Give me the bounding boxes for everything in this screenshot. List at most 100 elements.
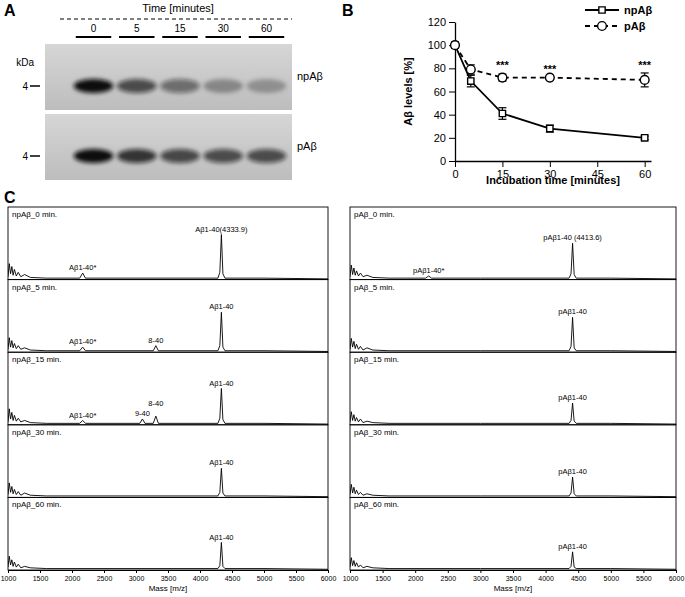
frame: [8, 497, 328, 570]
tick-label: 5000: [257, 575, 273, 582]
tick: 2500: [441, 570, 457, 582]
tick-label: 60: [434, 86, 446, 98]
row-label: npAβ: [297, 70, 323, 82]
peak-label: pAβ1-40*: [413, 266, 444, 275]
tick-label: 5000: [604, 575, 620, 582]
tick-label: 120: [428, 16, 446, 28]
tick: 4500: [571, 570, 587, 582]
spectrum-line: [350, 477, 676, 497]
peak-label: Aβ1-40: [209, 302, 233, 311]
tick-mark: [480, 570, 481, 573]
marker: [640, 76, 649, 85]
tick-label: 0: [440, 155, 446, 167]
legend-marker: [598, 22, 607, 31]
tick-label: 5500: [289, 575, 305, 582]
tick-label: 2500: [97, 575, 113, 582]
spectrum-title: pAβ_60 min.: [354, 500, 399, 509]
peak-label: pAβ1-40: [558, 542, 587, 551]
error-bar: [498, 74, 506, 81]
error-cap: [498, 107, 506, 108]
marker: [468, 78, 474, 84]
tick-label: 2000: [65, 575, 81, 582]
tick-label: 1500: [375, 575, 391, 582]
spectrum-line: [350, 317, 676, 351]
tick: 0: [452, 161, 458, 180]
spectrum-panel: pAβ_60 min.pAβ1-401000150020002500300035…: [343, 497, 685, 593]
axis: 1000150020002500300035004000450050005500…: [1, 570, 337, 582]
band: [160, 149, 199, 163]
tick-label: 1000: [343, 575, 359, 582]
tick: 6000: [321, 570, 337, 582]
frame: [350, 207, 676, 280]
lane-label: 30: [218, 23, 230, 34]
legend-item: npAβ: [585, 4, 652, 16]
spectrum-title: npAβ_0 min.: [12, 210, 57, 219]
error-cap: [467, 86, 475, 87]
x-axis-title: Time [minutes]: [142, 2, 214, 14]
tick-mark: [546, 570, 547, 573]
tick: 120: [428, 16, 455, 28]
tick-mark: [449, 115, 455, 116]
tick-label: 1500: [33, 575, 49, 582]
annotation: ***: [638, 59, 652, 71]
peak-label: 9-40: [135, 409, 150, 418]
tick: 20: [434, 132, 455, 144]
plot-area: [350, 243, 676, 279]
peak-label: Aβ1-40: [209, 379, 233, 388]
figure: Time [minutes]05153060kDanpAβ4pAβ4AB0153…: [0, 0, 685, 597]
tick-label: 3500: [161, 575, 177, 582]
legend-marker: [599, 7, 605, 13]
plot-area: [8, 542, 328, 569]
spectrum-line: [350, 243, 676, 279]
error-cap: [641, 86, 649, 87]
tick-mark: [502, 161, 503, 167]
spectrum-line: [8, 468, 328, 496]
marker: [498, 73, 507, 82]
tick: 1500: [33, 570, 49, 582]
lane-underline: [76, 36, 111, 38]
spectrum-title: pAβ_5 min.: [354, 283, 395, 292]
peak-label: 8-40: [148, 336, 163, 345]
lane-label: 5: [134, 23, 140, 34]
tick-mark: [232, 570, 233, 573]
tick: 5000: [604, 570, 620, 582]
tick: 2000: [408, 570, 424, 582]
tick-label: 3000: [129, 575, 145, 582]
tick-mark: [72, 570, 73, 573]
axis-line: [456, 161, 652, 162]
tick: 0: [440, 155, 455, 167]
peak-label: pAβ1-40: [558, 393, 587, 402]
frame: [8, 280, 328, 353]
size-marker-label: 4: [22, 151, 28, 162]
band: [117, 149, 156, 163]
x-axis-title: Incubation time [minutes]: [486, 174, 620, 186]
y-axis-title: kDa: [16, 57, 34, 68]
tick-label: 60: [639, 168, 651, 180]
lane-underline: [206, 36, 241, 38]
plot-area: [350, 477, 676, 497]
tick: 5000: [257, 570, 273, 582]
spectrum-panel: npAβ_60 min.Aβ1-401000150020002500300035…: [1, 497, 337, 593]
tick-mark: [676, 570, 677, 573]
peak-label: 8-40: [148, 399, 163, 408]
panel-label: B: [342, 2, 354, 19]
error-cap: [498, 119, 506, 120]
marker: [499, 110, 505, 116]
x-axis-title: Mass [m/z]: [494, 584, 533, 593]
lane-label: 15: [174, 23, 186, 34]
error-cap: [467, 75, 475, 76]
legend-label: pAβ: [624, 20, 646, 32]
tick-mark: [328, 570, 329, 573]
tick-mark: [455, 161, 456, 167]
tick-mark: [449, 92, 455, 93]
tick-label: 4000: [193, 575, 209, 582]
lane-underline: [162, 36, 197, 38]
error-bar: [467, 65, 475, 74]
error-cap: [641, 72, 649, 73]
blot-membrane: [45, 44, 292, 110]
header-line: [60, 19, 292, 20]
panel-label: C: [4, 189, 16, 206]
tick: 6000: [669, 570, 685, 582]
tick-mark: [550, 161, 551, 167]
series-line: [455, 45, 645, 138]
